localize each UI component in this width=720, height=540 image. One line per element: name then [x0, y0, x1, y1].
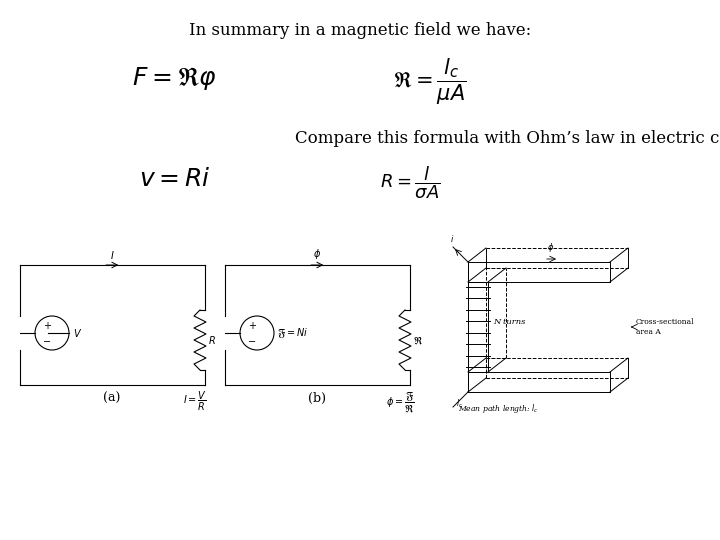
- Text: $F = \mathfrak{R}\varphi$: $F = \mathfrak{R}\varphi$: [132, 64, 217, 91]
- Text: +: +: [43, 321, 51, 331]
- Text: $I = \dfrac{V}{R}$: $I = \dfrac{V}{R}$: [183, 390, 207, 413]
- Text: $i$: $i$: [450, 233, 454, 244]
- Text: (a): (a): [103, 392, 121, 405]
- Text: $R = \dfrac{l}{\sigma A}$: $R = \dfrac{l}{\sigma A}$: [380, 165, 440, 201]
- Text: (b): (b): [308, 392, 326, 405]
- Text: $R$: $R$: [208, 334, 216, 346]
- Text: $v = Ri$: $v = Ri$: [139, 168, 211, 192]
- Text: $\phi$: $\phi$: [313, 247, 321, 261]
- Text: $\mathfrak{F} = Ni$: $\mathfrak{F} = Ni$: [277, 326, 308, 340]
- Text: $l_c$: $l_c$: [456, 397, 463, 409]
- Text: $V$: $V$: [73, 327, 82, 339]
- Text: $I$: $I$: [110, 249, 114, 261]
- Text: $\phi$: $\phi$: [547, 241, 554, 254]
- Text: +: +: [248, 321, 256, 331]
- Text: $\mathfrak{R}$: $\mathfrak{R}$: [413, 334, 423, 346]
- Text: In summary in a magnetic field we have:: In summary in a magnetic field we have:: [189, 22, 531, 39]
- Text: Cross-sectional
area A: Cross-sectional area A: [636, 319, 695, 335]
- Text: N turns: N turns: [493, 318, 526, 326]
- Text: $-$: $-$: [248, 335, 256, 345]
- Text: $\mathfrak{R} = \dfrac{l_c}{\mu A}$: $\mathfrak{R} = \dfrac{l_c}{\mu A}$: [393, 57, 467, 107]
- Text: $\phi = \dfrac{\mathfrak{F}}{\mathfrak{R}}$: $\phi = \dfrac{\mathfrak{F}}{\mathfrak{R…: [385, 390, 415, 414]
- Text: Mean path length: $l_c$: Mean path length: $l_c$: [458, 402, 539, 415]
- Text: $-$: $-$: [42, 335, 52, 345]
- Text: Compare this formula with Ohm’s law in electric circuits:: Compare this formula with Ohm’s law in e…: [295, 130, 720, 147]
